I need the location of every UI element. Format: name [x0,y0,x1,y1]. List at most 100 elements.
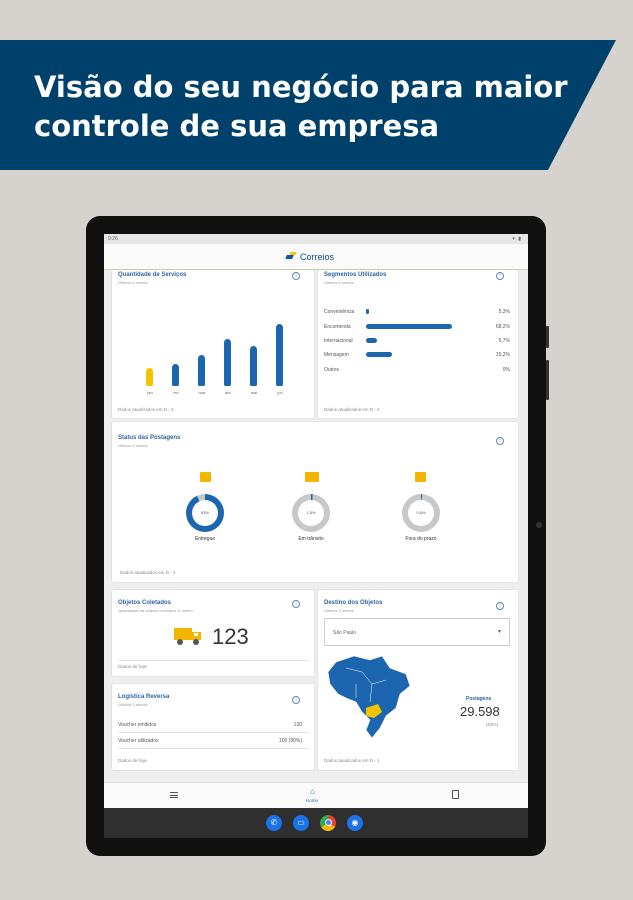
menu-icon[interactable] [170,792,178,798]
segment-name: Encomenda [324,324,351,330]
divider [118,732,308,733]
truck-icon [174,628,201,645]
info-icon[interactable]: i [292,272,300,280]
postagens-label: Postagens [466,696,492,702]
segment-bar [366,352,392,357]
segment-value: 5,3% [498,309,510,315]
month-label: mai [250,390,258,395]
destination-card[interactable]: Destino dos Objetos Últimos 3 meses i Sã… [318,590,518,770]
segment-row: Encomenda 68,2% [324,323,510,331]
segment-row: Conveniência 5,3% [324,308,510,316]
banner [0,40,616,170]
donut-label: Entregue [194,536,216,542]
bar-fev [172,364,179,386]
app-screen: 9:26 ▾ ▮ Correios Quantidade de Serviços… [104,234,528,838]
info-icon[interactable]: i [496,602,504,610]
reverse-row: Voucher utilizados 100 (80%) [118,738,302,744]
info-icon[interactable]: i [292,696,300,704]
segments-card[interactable]: Segmentos Utilizados Últimos 6 meses i C… [318,270,518,418]
reverse-card[interactable]: Logística Reversa Últimos 3 meses i Vouc… [112,684,314,770]
donut-late: 0,8% [402,494,440,532]
bottom-nav: ⌂ Home [104,782,528,808]
services-title: Quantidade de Serviços [118,272,187,278]
segment-name: Conveniência [324,309,355,315]
segment-value: 5,7% [498,338,510,344]
info-icon[interactable]: i [292,600,300,608]
collected-footer: Dados de hoje [118,664,148,669]
status-title: Status das Postagens [118,435,181,441]
status-icons: ▾ ▮ [512,236,522,242]
nav-home-label[interactable]: Home [306,798,319,803]
month-label: jun [277,390,283,395]
divider [118,660,308,661]
volume-button [546,326,549,348]
home-icon[interactable]: ⌂ [310,787,315,796]
info-icon[interactable]: i [496,437,504,445]
donut-value: 93% [192,500,218,526]
tablet-camera [536,522,542,528]
power-button [546,360,549,400]
postagens-percent: (63%) [486,722,499,727]
reverse-row-value: 100 (80%) [278,738,302,744]
month-label: jan [147,390,153,395]
donut-value: 1,5% [298,500,324,526]
correios-logo: Correios [286,251,334,262]
segments-footer: Dados atualizados em D - 2 [324,407,380,412]
chevron-down-icon[interactable]: ▾ [497,629,501,635]
donut-in-transit: 1,5% [292,494,330,532]
late-box-icon [415,472,426,482]
collected-subtitle: Quantidade de objetos coletados D ontem [118,608,193,613]
donut-delivered: 93% [186,494,224,532]
info-icon[interactable]: i [496,272,504,280]
bar-abr [224,339,231,386]
status-time: 9:26 [108,236,118,242]
segment-value: 0% [502,367,510,373]
segments-subtitle: Últimos 6 meses [324,280,354,285]
postagens-value: 29.598 [460,704,500,719]
reverse-row: Voucher emitidos 130 [118,722,302,728]
chrome-icon[interactable] [320,815,336,831]
month-label: abr [225,390,231,395]
segment-value: 68,2% [495,324,510,330]
segments-title: Segmentos Utilizados [324,272,387,278]
segment-name: Mensagem [324,352,349,358]
services-chart [138,320,288,386]
state-dropdown[interactable]: São Paulo ▾ [324,618,510,646]
segment-bar [366,338,377,343]
status-card[interactable]: Status das Postagens Últimos 3 meses i 9… [112,422,518,582]
bar-mai [250,346,257,386]
box-icon [200,472,211,482]
destination-subtitle: Últimos 3 meses [324,608,354,613]
destination-footer: Dados atualizados em D - 1 [324,758,380,763]
reverse-subtitle: Últimos 3 meses [118,702,148,707]
status-subtitle: Últimos 3 meses [118,443,148,448]
camera-icon[interactable]: ◉ [347,815,363,831]
document-icon[interactable] [452,790,459,799]
banner-title: Visão do seu negócio para maior controle… [34,70,568,143]
month-label: mar [198,390,206,395]
reverse-footer: Dados de hoje [118,758,148,763]
bar-jan [146,368,153,386]
collected-count: 123 [212,624,249,649]
collected-card[interactable]: Objetos Coletados Quantidade de objetos … [112,590,314,676]
services-card[interactable]: Quantidade de Serviços Últimos 6 meses i… [112,270,314,418]
segment-name: Outros [324,367,340,373]
donut-label: Fora do prazo [405,536,437,542]
services-subtitle: Últimos 6 meses [118,280,148,285]
month-label: fev [173,390,179,395]
donut-label: Em trânsito [298,536,324,542]
segment-bar [366,324,452,329]
android-dock: ✆ ▭ ◉ [104,808,528,838]
status-footer: Dados atualizados em D - 1 [120,570,176,575]
destination-title: Destino dos Objetos [324,600,383,606]
segment-name: Internacional [324,338,353,344]
phone-icon[interactable]: ✆ [266,815,282,831]
bar-jun [276,324,283,386]
segment-row: Outros 0% [324,366,510,374]
brazil-map [327,655,411,738]
bar-mar [198,355,205,386]
app-bar: Correios [104,244,528,270]
reverse-title: Logística Reversa [118,694,170,700]
logo-text: Correios [300,251,335,262]
messages-icon[interactable]: ▭ [293,815,309,831]
